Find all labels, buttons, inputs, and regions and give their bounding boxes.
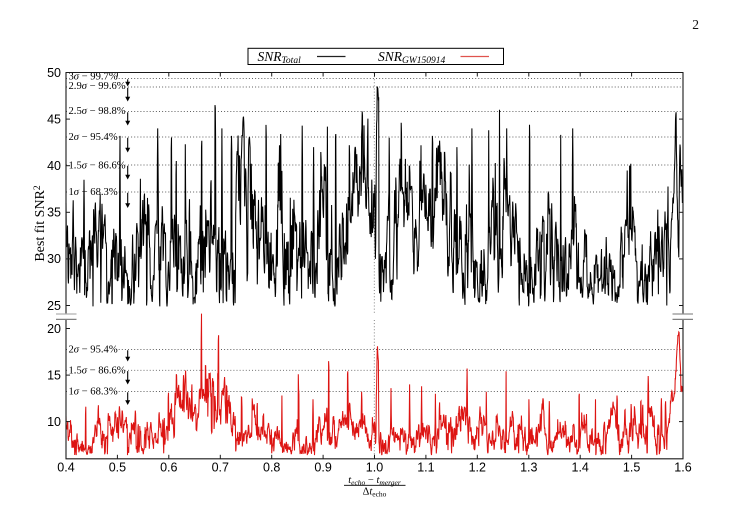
svg-text:0.9: 0.9 <box>314 461 331 475</box>
svg-text:1σ − 68.3%: 1σ − 68.3% <box>69 187 118 198</box>
svg-text:25: 25 <box>47 299 61 313</box>
svg-text:1.3: 1.3 <box>520 461 537 475</box>
svg-text:2σ − 95.4%: 2σ − 95.4% <box>69 345 118 356</box>
svg-text:0.4: 0.4 <box>57 461 74 475</box>
svg-text:1.1: 1.1 <box>417 461 434 475</box>
svg-text:1.5σ − 86.6%: 1.5σ − 86.6% <box>69 161 126 172</box>
svg-text:30: 30 <box>47 252 61 266</box>
svg-text:2.9σ − 99.6%: 2.9σ − 99.6% <box>69 81 126 92</box>
svg-text:2: 2 <box>692 17 699 32</box>
svg-text:3σ − 99.7%: 3σ − 99.7% <box>69 72 118 83</box>
svg-text:1.0: 1.0 <box>366 461 383 475</box>
svg-text:40: 40 <box>47 159 61 173</box>
svg-text:45: 45 <box>47 112 61 126</box>
svg-text:0.5: 0.5 <box>109 461 126 475</box>
svg-text:1.6: 1.6 <box>674 461 691 475</box>
svg-text:15: 15 <box>47 368 61 382</box>
svg-text:0.7: 0.7 <box>212 461 229 475</box>
svg-text:1.2: 1.2 <box>469 461 486 475</box>
svg-text:0.8: 0.8 <box>263 461 280 475</box>
svg-text:1.4: 1.4 <box>572 461 589 475</box>
svg-text:10: 10 <box>47 415 61 429</box>
svg-text:Δtecho: Δtecho <box>363 487 387 499</box>
svg-text:50: 50 <box>47 66 61 80</box>
svg-text:techo − tmerger: techo − tmerger <box>348 475 401 487</box>
svg-text:2σ − 95.4%: 2σ − 95.4% <box>69 132 118 143</box>
svg-text:Best fit SNR2: Best fit SNR2 <box>33 185 48 262</box>
svg-text:20: 20 <box>47 322 61 336</box>
svg-text:2.5σ − 98.8%: 2.5σ − 98.8% <box>69 106 126 117</box>
svg-text:0.6: 0.6 <box>160 461 177 475</box>
svg-text:1.5: 1.5 <box>623 461 640 475</box>
svg-text:1.5σ − 86.6%: 1.5σ − 86.6% <box>69 366 126 377</box>
svg-text:1σ − 68.3%: 1σ − 68.3% <box>69 386 118 397</box>
svg-text:35: 35 <box>47 206 61 220</box>
